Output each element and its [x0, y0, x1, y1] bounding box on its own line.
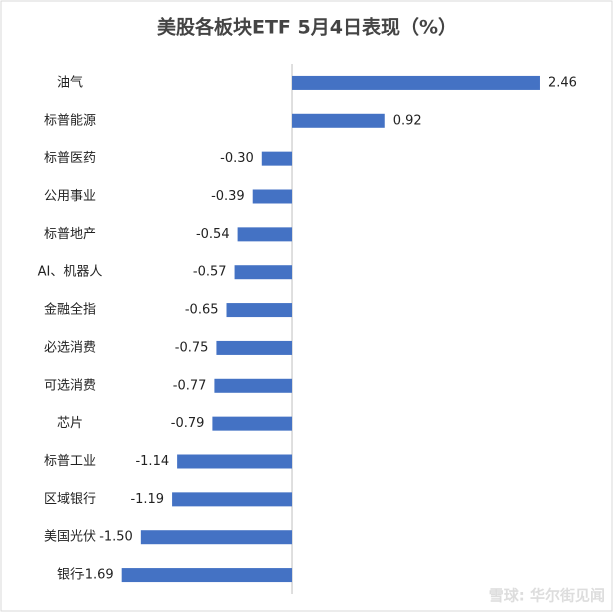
- bar: [212, 416, 293, 431]
- bar: [252, 189, 293, 204]
- value-label: -0.39: [211, 189, 245, 204]
- value-label: -0.75: [175, 340, 209, 355]
- value-label: -1.69: [80, 568, 114, 583]
- category-label: 可选消费: [44, 378, 96, 393]
- value-label: 0.92: [393, 113, 422, 128]
- value-label: -1.14: [135, 454, 169, 469]
- category-label: 标普能源: [44, 113, 96, 128]
- bar: [177, 454, 293, 469]
- watermark: 雪球: 华尔街见闻: [489, 587, 605, 605]
- value-label: -0.79: [171, 416, 205, 431]
- bar: [292, 113, 385, 128]
- category-label: 区域银行: [44, 492, 96, 507]
- bar: [292, 75, 540, 90]
- bar: [234, 265, 293, 280]
- value-label: -0.30: [220, 151, 254, 166]
- value-label: -0.65: [185, 303, 219, 318]
- category-label: AI、机器人: [38, 265, 103, 280]
- category-label: 标普工业: [44, 454, 96, 469]
- category-label: 银行: [57, 568, 83, 583]
- category-label: 标普地产: [44, 227, 96, 242]
- value-label: -0.54: [196, 227, 230, 242]
- bar: [121, 568, 293, 583]
- bar: [261, 151, 293, 166]
- category-label: 标普医药: [44, 151, 96, 166]
- category-label: 金融全指: [44, 302, 96, 318]
- bar: [214, 378, 293, 393]
- category-label: 美国光伏: [44, 530, 96, 545]
- bar: [172, 492, 293, 507]
- value-label: -0.57: [193, 265, 227, 280]
- value-label: 2.46: [548, 75, 577, 90]
- bar: [237, 227, 293, 242]
- bar: [140, 530, 293, 545]
- chart-title: 美股各板块ETF 5月4日表现（%）: [157, 16, 457, 39]
- bar: [216, 340, 293, 355]
- category-label: 公用事业: [44, 189, 96, 204]
- category-label: 必选消费: [44, 340, 96, 355]
- value-label: -0.77: [173, 378, 207, 393]
- category-label: 油气: [57, 74, 83, 90]
- value-label: -1.19: [130, 492, 164, 507]
- bar: [226, 303, 293, 318]
- value-label: -1.50: [99, 530, 133, 545]
- category-label: 芯片: [57, 416, 83, 431]
